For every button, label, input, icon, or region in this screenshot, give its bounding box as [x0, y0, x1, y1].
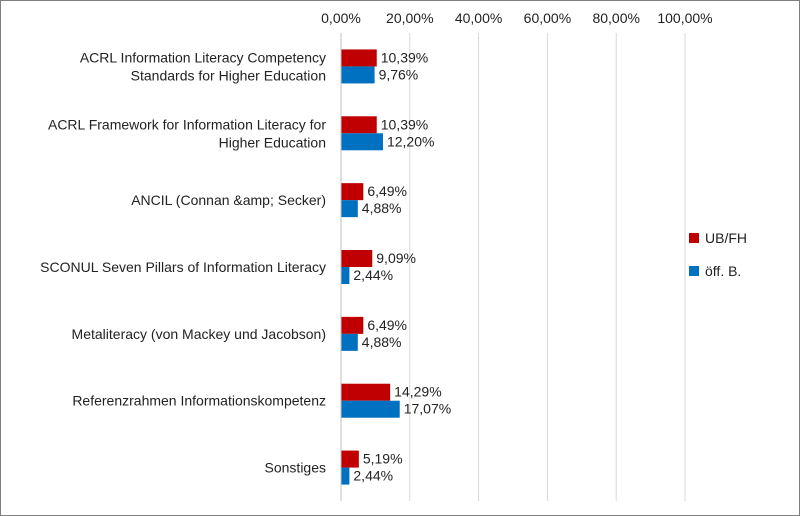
legend-label: UB/FH [705, 230, 747, 246]
x-tick-label: 100,00% [657, 10, 712, 26]
category-labels: ACRL Information Literacy Competency Stan… [40, 49, 326, 475]
gridlines [409, 33, 686, 501]
bar-oeff-b [341, 66, 375, 84]
data-label: 2,44% [353, 267, 393, 283]
data-label: 9,09% [376, 250, 416, 266]
data-label: 4,88% [362, 334, 402, 350]
x-tick-label: 80,00% [592, 10, 639, 26]
data-label: 5,19% [363, 451, 403, 467]
bar-oeff-b [341, 333, 358, 351]
data-label: 9,76% [379, 66, 419, 82]
data-label: 6,49% [367, 183, 407, 199]
bar-ub-fh [341, 49, 377, 67]
bar-oeff-b [341, 467, 350, 485]
bar-oeff-b [341, 400, 400, 418]
bars [341, 49, 400, 485]
legend-swatch [689, 266, 699, 276]
category-label: ACRL Information Literacy Competency [80, 49, 326, 65]
data-label: 2,44% [353, 468, 393, 484]
category-label: Referenzrahmen Informationskompetenz [72, 393, 326, 409]
data-labels: 10,39%9,76%10,39%12,20%6,49%4,88%9,09%2,… [353, 49, 451, 483]
category-label: Sonstiges [265, 460, 326, 476]
bar-ub-fh [341, 250, 373, 267]
bar-oeff-b [341, 200, 358, 218]
data-label: 10,39% [381, 116, 428, 132]
x-tick-label: 60,00% [524, 10, 571, 26]
category-label: ANCIL (Connan &amp; Secker) [131, 192, 326, 208]
data-label: 4,88% [362, 200, 402, 216]
bar-ub-fh [341, 116, 377, 134]
data-label: 10,39% [381, 49, 428, 65]
bar-ub-fh [341, 383, 391, 401]
bar-oeff-b [341, 267, 350, 284]
category-label: Metaliteracy (von Mackey und Jacobson) [72, 326, 326, 342]
data-label: 6,49% [367, 317, 407, 333]
category-label: ACRL Framework for Information Literacy … [48, 116, 326, 132]
x-tick-label: 40,00% [455, 10, 502, 26]
bar-ub-fh [341, 450, 359, 468]
legend: UB/FH öff. B. [689, 230, 747, 279]
data-label: 14,29% [394, 384, 441, 400]
data-label: 12,20% [387, 133, 434, 149]
category-label: Standards for Higher Education [131, 67, 326, 83]
data-label: 17,07% [404, 401, 451, 417]
bar-oeff-b [341, 133, 383, 151]
bar-ub-fh [341, 183, 364, 201]
x-tick-label: 0,00% [321, 10, 361, 26]
legend-label: öff. B. [705, 263, 741, 279]
legend-swatch [689, 233, 699, 243]
bar-ub-fh [341, 316, 364, 334]
category-label: Higher Education [219, 134, 326, 150]
x-axis-ticks: 0,00% 20,00% 40,00% 60,00% 80,00% 100,00% [321, 10, 712, 26]
x-tick-label: 20,00% [386, 10, 433, 26]
category-label: SCONUL Seven Pillars of Information Lite… [40, 259, 326, 275]
